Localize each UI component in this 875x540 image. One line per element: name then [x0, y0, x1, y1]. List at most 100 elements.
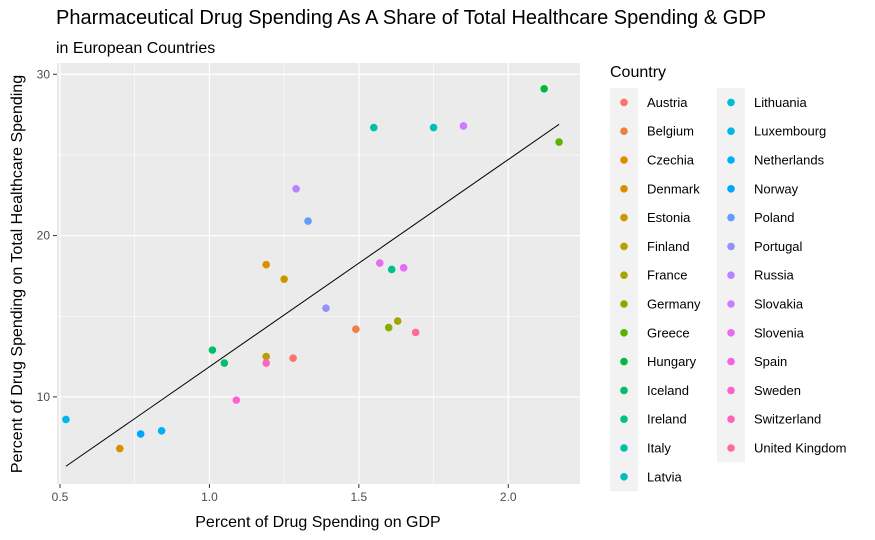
- data-point: [369, 123, 378, 132]
- legend-key: [620, 213, 628, 222]
- legend-key: [620, 156, 628, 164]
- legend-key: [620, 357, 628, 366]
- y-axis-ticks: 10 20 30: [37, 67, 57, 404]
- data-point: [62, 415, 70, 424]
- legend-label: Netherlands: [754, 153, 825, 168]
- legend-label: Spain: [754, 354, 787, 369]
- x-tick-label: 2.0: [500, 490, 517, 504]
- data-point: [411, 328, 420, 337]
- legend-items: Austria Belgium Czechia Denmark Estonia Finla…: [610, 88, 847, 492]
- legend-key: [727, 329, 735, 337]
- data-point: [352, 325, 360, 333]
- plot-panel: [57, 63, 580, 484]
- data-point: [115, 444, 124, 453]
- data-point: [322, 304, 330, 312]
- legend-key: [620, 242, 628, 251]
- legend-key: [727, 127, 735, 135]
- data-point: [387, 265, 396, 274]
- minor-gridlines: [57, 63, 580, 484]
- data-point: [304, 217, 312, 225]
- data-point: [262, 260, 271, 269]
- data-point: [280, 275, 288, 283]
- data-point: [136, 430, 145, 438]
- legend-key: [620, 185, 628, 193]
- y-axis-title: Percent of Drug Spending on Total Health…: [9, 75, 26, 473]
- legend-key: [727, 415, 735, 424]
- chart-title: Pharmaceutical Drug Spending As A Share …: [56, 7, 766, 29]
- legend-key: [727, 357, 735, 366]
- legend-key: [727, 386, 735, 395]
- x-axis-ticks: 0.5 1.0 1.5 2.0: [52, 484, 517, 504]
- data-point: [429, 123, 438, 132]
- legend-key: [727, 300, 735, 308]
- data-point: [262, 352, 271, 361]
- legend-key: [727, 444, 735, 452]
- legend-label: Switzerland: [754, 412, 821, 427]
- data-point: [232, 396, 241, 404]
- legend-label: Denmark: [647, 181, 700, 196]
- data-point: [292, 185, 300, 193]
- x-tick-label: 0.5: [52, 490, 69, 504]
- legend-key: [620, 127, 628, 135]
- legend-label: Belgium: [647, 124, 694, 139]
- legend-label: Latvia: [647, 469, 682, 484]
- legend-key: [620, 329, 628, 337]
- legend-label: Portugal: [754, 239, 803, 254]
- legend-key: [727, 156, 735, 164]
- legend-key: [727, 185, 735, 193]
- legend-title: Country: [610, 64, 666, 81]
- legend-label: Iceland: [647, 383, 689, 398]
- legend: Country Austria Belgium Czechia Denmark Esto…: [610, 64, 847, 492]
- legend-key: [727, 213, 735, 222]
- y-tick-label: 10: [37, 390, 51, 404]
- data-point: [393, 317, 402, 325]
- legend-label: Greece: [647, 325, 690, 340]
- legend-key: [727, 98, 735, 107]
- legend-label: Norway: [754, 181, 799, 196]
- legend-label: Czechia: [647, 153, 695, 168]
- legend-key: [620, 415, 628, 424]
- legend-label: Russia: [754, 268, 795, 283]
- legend-label: Austria: [647, 95, 688, 110]
- trend-line-layer: [65, 123, 560, 467]
- data-point: [459, 122, 468, 130]
- x-axis-title: Percent of Drug Spending on GDP: [195, 514, 440, 531]
- legend-label: Estonia: [647, 210, 691, 225]
- trend-line: [65, 123, 560, 467]
- legend-label: Germany: [647, 297, 701, 312]
- legend-label: Lithuania: [754, 95, 808, 110]
- legend-key: [620, 473, 628, 481]
- chart-subtitle: in European Countries: [56, 40, 215, 57]
- data-point: [399, 264, 408, 272]
- x-tick-label: 1.0: [201, 490, 218, 504]
- legend-key: [620, 300, 628, 308]
- legend-key: [620, 444, 628, 452]
- legend-key: [620, 271, 628, 280]
- data-point: [157, 426, 166, 435]
- y-tick-label: 20: [37, 229, 51, 243]
- legend-key: [727, 242, 735, 251]
- data-point: [262, 359, 271, 367]
- data-point: [540, 85, 548, 93]
- legend-label: Hungary: [647, 354, 697, 369]
- data-point: [375, 259, 384, 267]
- legend-label: Slovenia: [754, 325, 805, 340]
- legend-label: Sweden: [754, 383, 801, 398]
- legend-label: France: [647, 268, 687, 283]
- data-point: [384, 323, 393, 332]
- major-gridlines: [57, 63, 580, 484]
- legend-label: Italy: [647, 441, 671, 456]
- legend-label: Slovakia: [754, 297, 804, 312]
- legend-label: Poland: [754, 210, 794, 225]
- x-tick-label: 1.5: [351, 490, 368, 504]
- data-points: [62, 85, 563, 453]
- y-tick-label: 30: [37, 67, 51, 81]
- data-point: [289, 354, 297, 362]
- data-point: [208, 346, 217, 354]
- legend-key: [620, 386, 628, 395]
- legend-label: Ireland: [647, 412, 687, 427]
- legend-label: Finland: [647, 239, 690, 254]
- legend-key: [620, 98, 628, 107]
